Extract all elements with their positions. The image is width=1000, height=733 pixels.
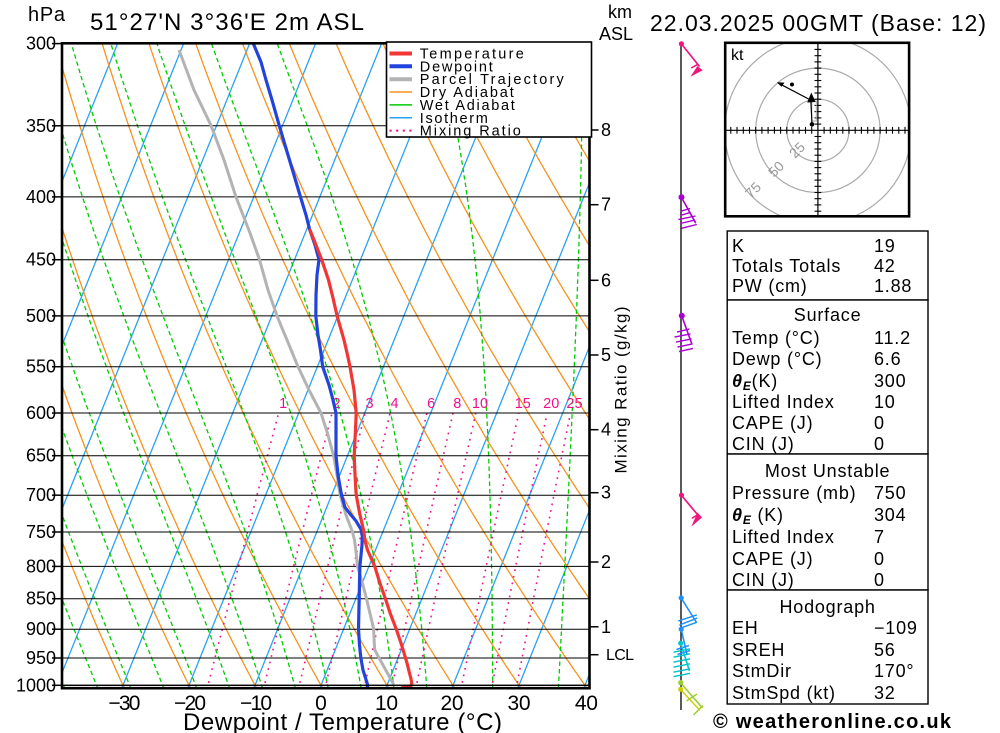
svg-text:LCL: LCL <box>606 647 634 664</box>
svg-text:11.2: 11.2 <box>874 328 911 348</box>
svg-text:Temp (°C): Temp (°C) <box>732 328 820 348</box>
svg-text:© weatheronline.co.uk: © weatheronline.co.uk <box>713 711 952 733</box>
svg-text:Hodograph: Hodograph <box>779 597 875 617</box>
svg-text:3: 3 <box>365 396 373 412</box>
svg-text:900: 900 <box>26 619 56 639</box>
svg-text:−109: −109 <box>874 618 918 638</box>
svg-text:4: 4 <box>390 396 398 412</box>
svg-text:15: 15 <box>515 396 531 412</box>
svg-text:400: 400 <box>26 187 56 207</box>
svg-text:4: 4 <box>601 420 611 440</box>
svg-text:θE (K): θE (K) <box>732 505 784 527</box>
svg-text:Mixing Ratio: Mixing Ratio <box>420 124 521 140</box>
svg-text:6: 6 <box>427 396 435 412</box>
svg-text:θE(K): θE(K) <box>732 371 778 393</box>
svg-text:0: 0 <box>874 549 885 569</box>
svg-text:Parcel Trajectory: Parcel Trajectory <box>420 72 565 88</box>
svg-text:2: 2 <box>601 552 611 572</box>
svg-text:3: 3 <box>601 483 611 503</box>
svg-text:−20: −20 <box>174 692 206 715</box>
svg-text:30: 30 <box>508 692 531 715</box>
svg-text:Pressure (mb): Pressure (mb) <box>732 483 856 503</box>
svg-text:7: 7 <box>601 195 611 215</box>
svg-text:K: K <box>732 236 745 256</box>
svg-text:Lifted Index: Lifted Index <box>732 392 835 412</box>
svg-text:CAPE (J): CAPE (J) <box>732 549 813 569</box>
svg-text:6.6: 6.6 <box>874 349 901 369</box>
svg-text:Isotherm: Isotherm <box>420 111 488 127</box>
svg-text:StmSpd (kt): StmSpd (kt) <box>732 683 836 703</box>
svg-text:10: 10 <box>375 692 398 715</box>
svg-text:StmDir: StmDir <box>732 661 792 681</box>
svg-text:1.88: 1.88 <box>874 276 912 296</box>
svg-text:0: 0 <box>874 434 885 454</box>
svg-text:300: 300 <box>26 34 56 54</box>
svg-text:8: 8 <box>453 396 461 412</box>
svg-text:CAPE (J): CAPE (J) <box>732 413 813 433</box>
svg-text:10: 10 <box>472 396 488 412</box>
svg-text:32: 32 <box>874 683 896 703</box>
svg-text:Dewp (°C): Dewp (°C) <box>732 349 822 369</box>
svg-text:25: 25 <box>566 396 582 412</box>
svg-text:51°27'N 3°36'E 2m ASL: 51°27'N 3°36'E 2m ASL <box>90 9 364 36</box>
svg-text:20: 20 <box>543 396 559 412</box>
svg-text:PW (cm): PW (cm) <box>732 276 808 296</box>
svg-text:0: 0 <box>315 692 327 715</box>
svg-text:2: 2 <box>332 396 340 412</box>
svg-text:Totals Totals: Totals Totals <box>732 256 841 276</box>
svg-text:19: 19 <box>874 236 896 256</box>
svg-text:42: 42 <box>874 256 896 276</box>
svg-text:550: 550 <box>26 357 56 377</box>
svg-text:8: 8 <box>601 120 611 140</box>
svg-text:500: 500 <box>26 306 56 326</box>
svg-text:CIN (J): CIN (J) <box>732 570 795 590</box>
svg-text:CIN (J): CIN (J) <box>732 434 795 454</box>
svg-text:40: 40 <box>575 692 598 715</box>
svg-text:450: 450 <box>26 250 56 270</box>
svg-text:−10: −10 <box>240 692 272 715</box>
svg-text:170°: 170° <box>874 661 914 681</box>
svg-text:850: 850 <box>26 589 56 609</box>
svg-text:SREH: SREH <box>732 640 785 660</box>
svg-text:600: 600 <box>26 403 56 423</box>
svg-text:300: 300 <box>874 371 906 391</box>
svg-text:750: 750 <box>26 522 56 542</box>
svg-text:350: 350 <box>26 116 56 136</box>
svg-text:−30: −30 <box>108 692 140 715</box>
svg-text:Dry Adiabat: Dry Adiabat <box>420 85 514 101</box>
svg-text:1000: 1000 <box>16 675 56 695</box>
svg-text:ASL: ASL <box>599 24 633 44</box>
svg-text:1: 1 <box>601 617 611 637</box>
svg-text:0: 0 <box>874 570 885 590</box>
svg-text:Most Unstable: Most Unstable <box>765 461 890 481</box>
svg-text:22.03.2025 00GMT (Base: 12): 22.03.2025 00GMT (Base: 12) <box>650 10 986 36</box>
svg-text:Mixing Ratio (g/kg): Mixing Ratio (g/kg) <box>612 307 631 474</box>
svg-text:304: 304 <box>874 505 906 525</box>
svg-text:950: 950 <box>26 648 56 668</box>
svg-text:1: 1 <box>279 396 287 412</box>
svg-text:Temperature: Temperature <box>420 47 524 63</box>
svg-text:Lifted Index: Lifted Index <box>732 527 835 547</box>
svg-text:hPa: hPa <box>28 4 66 26</box>
svg-text:Dewpoint: Dewpoint <box>420 59 493 75</box>
svg-text:EH: EH <box>732 618 759 638</box>
svg-text:750: 750 <box>874 483 906 503</box>
svg-text:800: 800 <box>26 556 56 576</box>
svg-text:650: 650 <box>26 446 56 466</box>
svg-text:700: 700 <box>26 485 56 505</box>
svg-text:Dewpoint / Temperature (°C): Dewpoint / Temperature (°C) <box>183 709 502 733</box>
svg-text:56: 56 <box>874 640 896 660</box>
svg-text:10: 10 <box>874 392 896 412</box>
svg-text:7: 7 <box>874 527 885 547</box>
svg-text:6: 6 <box>601 270 611 290</box>
svg-text:5: 5 <box>601 345 611 365</box>
svg-text:20: 20 <box>441 692 464 715</box>
svg-text:kt: kt <box>731 47 744 64</box>
svg-text:0: 0 <box>874 413 885 433</box>
svg-text:km: km <box>608 2 632 22</box>
svg-text:Surface: Surface <box>794 305 862 325</box>
